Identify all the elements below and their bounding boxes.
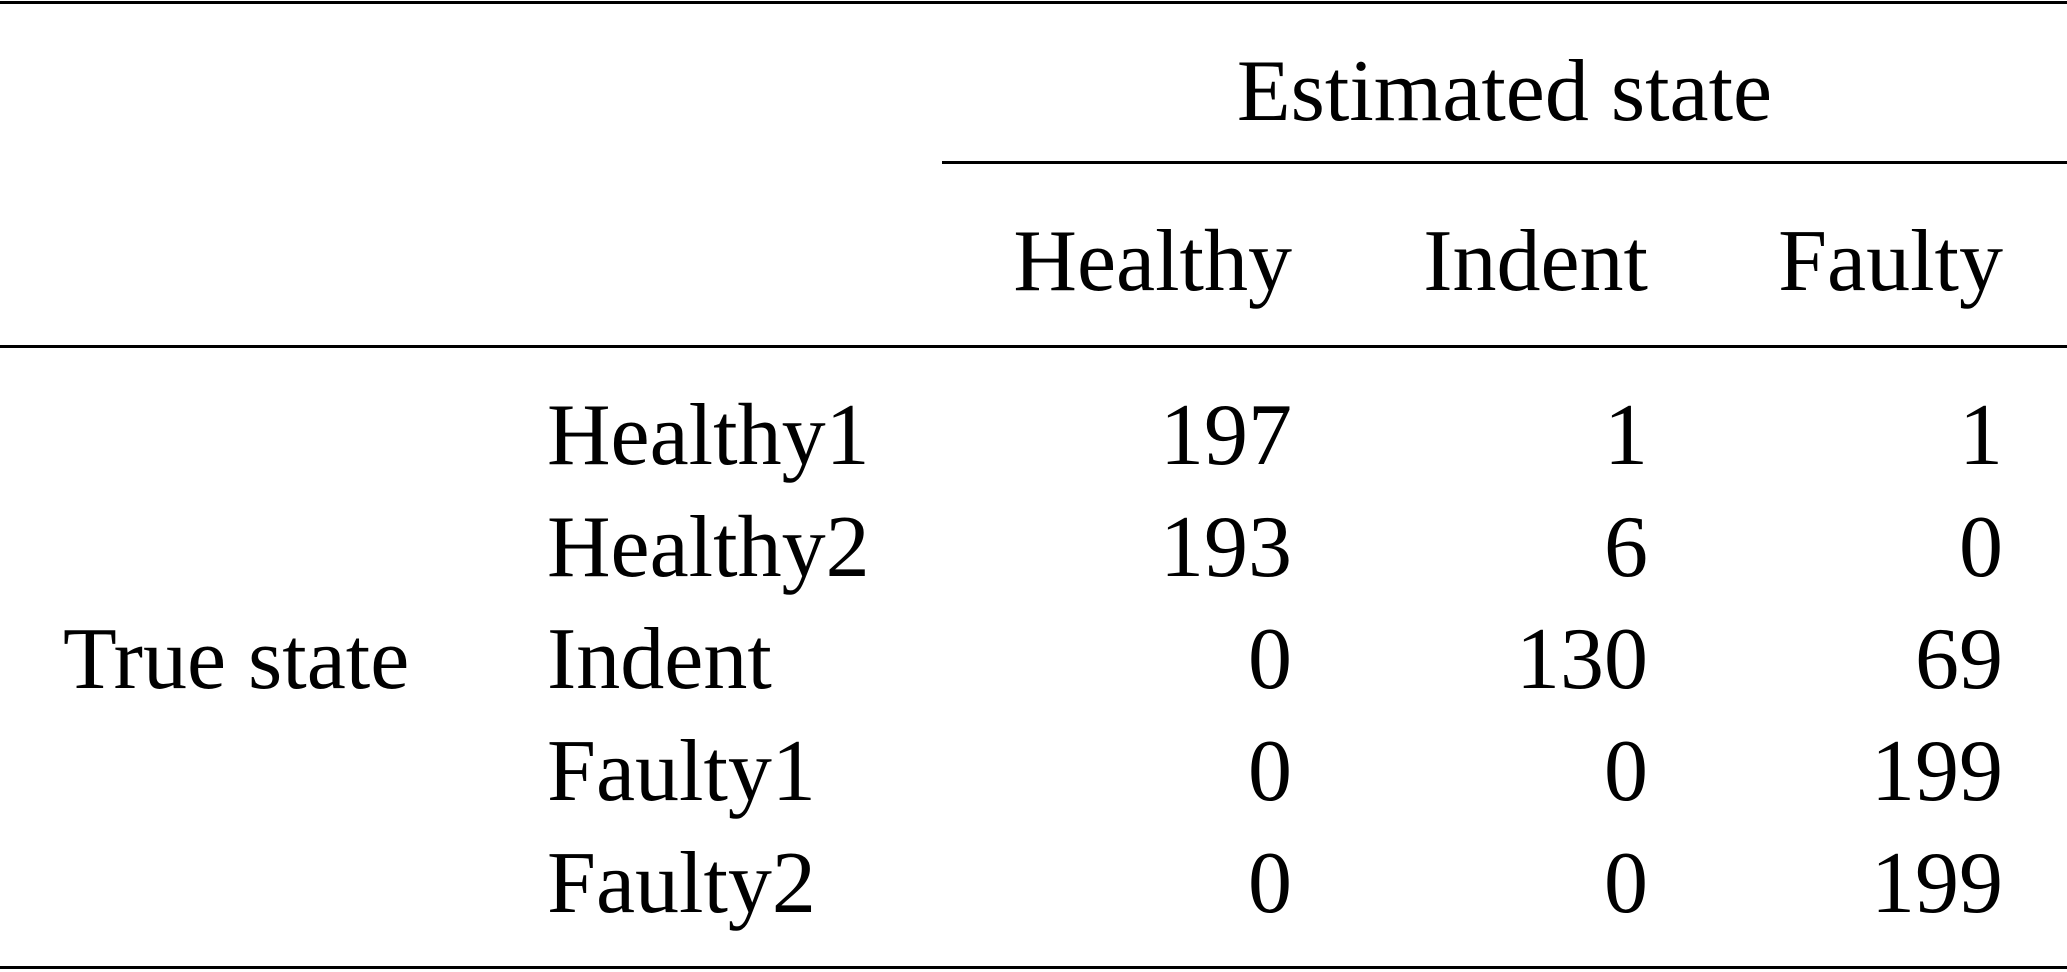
table-cell: 0 xyxy=(1248,723,1292,820)
table-cell: 0 xyxy=(1604,835,1648,932)
row-label: Indent xyxy=(547,611,772,708)
table-cell: 197 xyxy=(1160,387,1292,484)
header-rule xyxy=(0,345,2067,348)
group-header-estimated-state: Estimated state xyxy=(1236,43,1773,140)
table-cell: 199 xyxy=(1871,723,2003,820)
table-cell: 199 xyxy=(1871,835,2003,932)
group-header-rule xyxy=(942,161,2067,164)
row-label: Faulty2 xyxy=(547,835,816,932)
top-rule xyxy=(0,1,2067,4)
row-label: Healthy1 xyxy=(547,387,870,484)
table-cell: 0 xyxy=(1248,611,1292,708)
table-cell: 6 xyxy=(1604,499,1648,596)
row-label: Faulty1 xyxy=(547,723,816,820)
column-header-faulty: Faulty xyxy=(1778,213,2003,310)
table-cell: 69 xyxy=(1915,611,2003,708)
row-label: Healthy2 xyxy=(547,499,870,596)
table-cell: 0 xyxy=(1248,835,1292,932)
column-header-indent: Indent xyxy=(1423,213,1648,310)
table-cell: 1 xyxy=(1604,387,1648,484)
table-cell: 193 xyxy=(1160,499,1292,596)
bottom-rule xyxy=(0,966,2067,969)
table-cell: 1 xyxy=(1959,387,2003,484)
table-cell: 0 xyxy=(1959,499,2003,596)
table-cell: 0 xyxy=(1604,723,1648,820)
row-group-label-true-state: True state xyxy=(63,611,410,708)
table-cell: 130 xyxy=(1516,611,1648,708)
column-header-healthy: Healthy xyxy=(1013,213,1292,310)
